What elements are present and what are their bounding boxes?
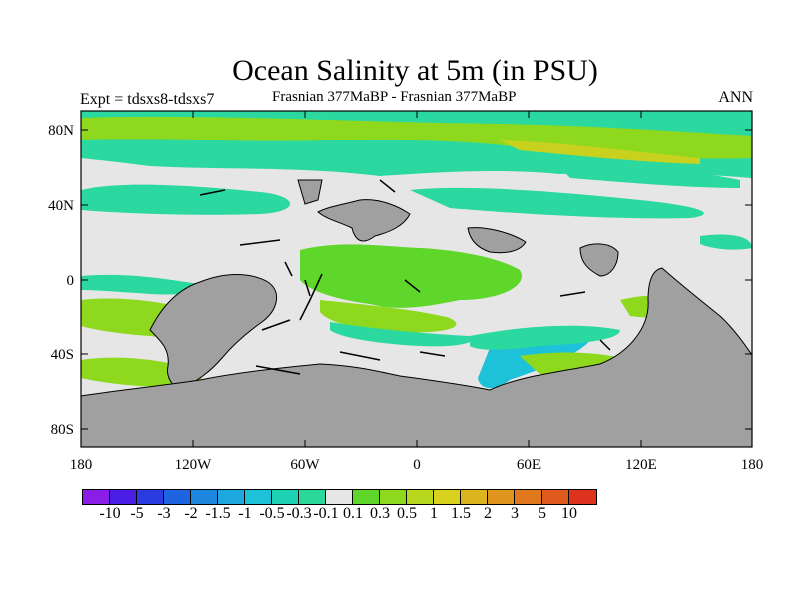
- colorbar-label: 0.1: [343, 505, 363, 522]
- y-tick-40n: 40N: [48, 198, 74, 214]
- colorbar-label: -2: [184, 505, 198, 522]
- colorbar-label: 10: [561, 505, 577, 522]
- land-gondwana-west: [149, 274, 277, 388]
- tropical-teal-patch: [330, 322, 473, 347]
- colorbar-swatch: [299, 490, 326, 504]
- colorbar-swatch: [83, 490, 110, 504]
- colorbar-label: -3: [157, 505, 171, 522]
- colorbar-swatch: [380, 490, 407, 504]
- colorbar-swatch: [164, 490, 191, 504]
- colorbar-label: 1: [430, 505, 438, 522]
- plot-title: Ocean Salinity at 5m (in PSU): [232, 54, 598, 87]
- colorbar-swatch: [434, 490, 461, 504]
- west-teal-patch: [81, 274, 202, 295]
- colorbar-label: -1: [238, 505, 252, 522]
- experiment-label: Expt = tdsxs8-tdsxs7: [80, 91, 215, 108]
- x-tick-120w: 120W: [175, 457, 213, 473]
- colorbar-swatch: [245, 490, 272, 504]
- colorbar-swatch: [488, 490, 515, 504]
- north-teal-patch-3: [560, 165, 740, 188]
- colorbar-label: 0.3: [370, 505, 390, 522]
- colorbar-swatch: [542, 490, 569, 504]
- colorbar-label: 1.5: [451, 505, 471, 522]
- north-teal-patch-4: [700, 234, 752, 250]
- colorbar-swatch: [110, 490, 137, 504]
- colorbar-label: -1.5: [205, 505, 231, 522]
- colorbar-swatch: [326, 490, 353, 504]
- y-tick-40s: 40S: [51, 347, 74, 363]
- x-tick-120e: 120E: [625, 457, 657, 473]
- x-tick-60w: 60W: [290, 457, 320, 473]
- colorbar-swatch: [353, 490, 380, 504]
- y-tick-80n: 80N: [48, 123, 74, 139]
- east-teal-patch: [470, 325, 620, 350]
- land-laurussia: [317, 199, 411, 242]
- land-island-north: [297, 179, 323, 205]
- x-tick-60e: 60E: [517, 457, 541, 473]
- colorbar-label: -10: [99, 505, 121, 522]
- colorbar-swatch: [218, 490, 245, 504]
- colorbar-label: 5: [538, 505, 546, 522]
- colorbar-label: -5: [130, 505, 144, 522]
- colorbar-swatch: [515, 490, 542, 504]
- colorbar-label: 2: [484, 505, 492, 522]
- season-label: ANN: [718, 89, 753, 106]
- y-tick-80s: 80S: [51, 422, 74, 438]
- x-tick-180e: 180: [741, 457, 764, 473]
- colorbar-label: -0.3: [286, 505, 312, 522]
- y-tick-0: 0: [67, 273, 75, 289]
- land-siberia: [467, 227, 527, 254]
- tropical-green-patch-2: [320, 300, 457, 333]
- colorbar-swatch: [137, 490, 164, 504]
- colorbar-swatch: [191, 490, 218, 504]
- land-southern-polar: [81, 267, 752, 447]
- land-east-block: [579, 243, 619, 277]
- colorbar-label: -0.5: [259, 505, 285, 522]
- north-teal-patch-1: [81, 184, 290, 215]
- x-tick-0: 0: [413, 457, 421, 473]
- colorbar-label: 0.5: [397, 505, 417, 522]
- colorbar-swatch: [461, 490, 488, 504]
- period-label: Frasnian 377MaBP - Frasnian 377MaBP: [272, 89, 517, 105]
- colorbar-label: -0.1: [313, 505, 339, 522]
- colorbar-swatch: [569, 490, 596, 504]
- x-tick-180w: 180: [70, 457, 93, 473]
- colorbar-swatch: [407, 490, 434, 504]
- colorbar-label: 3: [511, 505, 519, 522]
- tropical-green-patch: [300, 244, 522, 308]
- coastline-fragments: [199, 179, 611, 375]
- colorbar-swatch: [272, 490, 299, 504]
- north-teal-patch-2: [410, 187, 704, 219]
- colorbar: [82, 489, 597, 505]
- arctic-yellow-band: [500, 140, 700, 164]
